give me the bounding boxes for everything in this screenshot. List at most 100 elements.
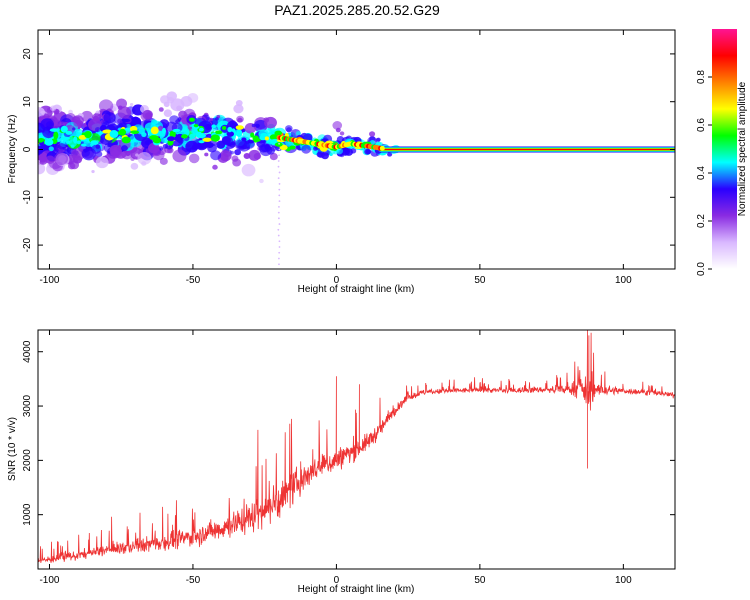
spectrogram-blob	[233, 90, 247, 103]
snr-x-tick-label: -50	[186, 575, 201, 586]
spectrogram-speck	[278, 205, 280, 208]
snr-x-tick-label: 50	[474, 575, 486, 586]
colorbar: 0.0 0.2 0.4 0.6 0.8 Normalized spectral ampl…	[696, 29, 748, 276]
spectrogram-blob	[196, 141, 205, 150]
spectrogram-hotspot	[150, 126, 159, 135]
snr-y-axis-label: SNR (10 * v/v)	[7, 417, 18, 481]
spectrogram-hotspot	[274, 130, 283, 136]
spectrogram-blob	[113, 75, 125, 85]
spectrogram-blob	[110, 147, 123, 159]
spectrogram-blob	[38, 155, 42, 161]
spectrogram-hotspot	[210, 134, 221, 142]
spectrogram-blob	[68, 162, 76, 170]
spectrogram-blob	[172, 149, 187, 163]
spectrogram-x-tick-label: -100	[39, 275, 59, 286]
spectrogram-hotspot	[121, 118, 131, 123]
spectrogram-blob	[179, 177, 185, 183]
spectrogram-blob	[45, 188, 55, 198]
chart-title: PAZ1.2025.285.20.52.G29	[274, 2, 440, 18]
spectrogram-y-tick-label: 10	[22, 96, 33, 108]
spectrogram-hotspot	[215, 130, 223, 135]
spectrogram-speck	[278, 142, 281, 145]
spectrogram-blob	[137, 152, 152, 165]
spectrogram-ridge-band	[379, 148, 675, 151]
spectrogram-blob	[269, 152, 278, 161]
spectrogram-blob	[95, 156, 109, 169]
spectrogram-blob	[332, 121, 343, 130]
spectrogram-hotspot	[44, 138, 54, 146]
spectrogram-blob	[160, 95, 170, 104]
snr-panel: -100 -50 0 50 100 1000 2000 3000 4000 Height of …	[7, 329, 676, 595]
spectrogram-blob	[364, 148, 371, 155]
spectrogram-blob	[253, 119, 268, 133]
spectrogram-hotspot	[221, 126, 227, 130]
spectrogram-x-tick-label: 50	[474, 275, 486, 286]
spectrogram-hotspot	[84, 130, 92, 139]
spectrogram-blob	[76, 140, 81, 145]
spectrogram-hotspot	[289, 145, 296, 150]
spectrogram-blob	[369, 131, 376, 137]
spectrogram-blob	[210, 150, 222, 161]
spectrogram-hotspot	[152, 137, 162, 144]
snr-ticks: -100 -50 0 50 100 1000 2000 3000 4000	[22, 330, 675, 586]
spectrogram-hotspot	[65, 130, 73, 135]
spectrogram-blob	[335, 127, 341, 133]
spectrogram-hotspot	[269, 134, 279, 141]
spectrogram-blob	[251, 123, 256, 128]
spectrogram-blob	[335, 147, 344, 155]
spectrogram-blob	[50, 105, 57, 112]
spectrogram-blob	[248, 149, 261, 161]
spectrogram-hotspot	[174, 136, 181, 141]
spectrogram-hotspot	[78, 135, 87, 140]
snr-y-tick-label: 1000	[22, 503, 33, 526]
spectrogram-blob	[117, 105, 123, 110]
spectrogram-blob	[159, 157, 168, 165]
spectrogram-speck	[277, 165, 280, 168]
spectrogram-blob	[130, 162, 139, 170]
spectrogram-blob	[58, 143, 66, 150]
spectrogram-hotspot	[38, 137, 44, 143]
spectrogram-speck	[277, 177, 280, 180]
spectrogram-hotspot	[204, 123, 212, 131]
spectrogram-speck	[278, 200, 281, 203]
colorbar-tick-label: 0.0	[696, 262, 707, 276]
spectrogram-blob	[233, 104, 244, 114]
spectrogram-blob	[70, 144, 75, 148]
spectrogram-hotspot	[109, 130, 119, 138]
spectrogram-blob	[149, 204, 157, 211]
spectrogram-blob	[266, 146, 276, 155]
spectrogram-y-tick-label: 20	[22, 48, 33, 60]
spectrogram-blob	[241, 163, 256, 177]
spectrogram-speck	[278, 257, 280, 260]
spectrogram-x-tick-label: -50	[186, 275, 201, 286]
colorbar-strip	[712, 29, 737, 269]
spectrogram-hotspot	[80, 143, 87, 147]
spectrogram-hotspot	[172, 128, 181, 133]
spectrogram-blob	[181, 124, 188, 130]
spectrogram-hotspot	[198, 127, 204, 132]
colorbar-ticks: 0.0 0.2 0.4 0.6 0.8	[696, 70, 712, 276]
spectrogram-speck	[278, 188, 281, 191]
spectrogram-blob	[269, 64, 276, 71]
spectrogram-blob	[157, 125, 164, 131]
spectrogram-blob	[336, 135, 345, 143]
spectrogram-blob	[71, 148, 85, 161]
spectrogram-blob	[214, 117, 219, 121]
spectrogram-x-tick-label: 100	[615, 275, 632, 286]
spectrogram-hotspot	[60, 125, 68, 133]
spectrogram-blob	[139, 184, 153, 196]
spectrogram-blob	[158, 107, 164, 112]
spectrogram-blob	[121, 145, 128, 152]
spectrogram-blob	[68, 109, 73, 115]
spectrogram-x-tick-label: 0	[334, 275, 340, 286]
spectrogram-hotspot	[253, 138, 261, 142]
spectrogram-blob	[72, 200, 77, 205]
spectrogram-hotspot	[90, 140, 99, 145]
spectrogram-blob	[94, 126, 101, 133]
spectrogram-blob	[234, 139, 248, 151]
spectrogram-y-tick-label: -20	[22, 237, 33, 252]
spectrogram-blob	[129, 102, 134, 107]
spectrogram-blob	[212, 164, 218, 170]
